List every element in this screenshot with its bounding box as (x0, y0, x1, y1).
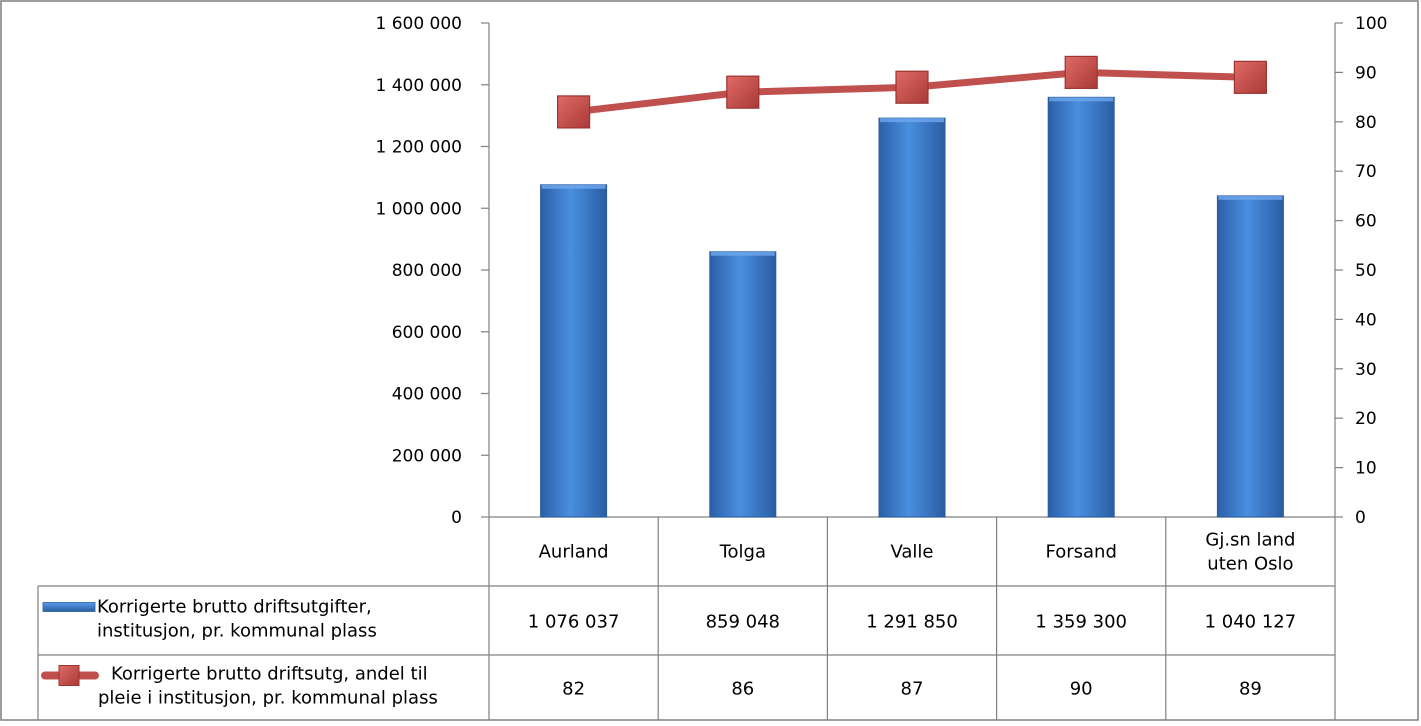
legend-label: institusjon, pr. kommunal plass (97, 621, 377, 642)
bar-series (540, 96, 1284, 518)
bar (878, 117, 946, 518)
bar (709, 251, 777, 518)
data-table-cell: 1 359 300 (1035, 612, 1127, 633)
right-axis-tick-label: 80 (1355, 113, 1377, 133)
left-axis-tick-label: 1 600 000 (375, 14, 462, 34)
legend-label: Korrigerte brutto driftsutg, andel til (111, 664, 428, 685)
category-label: Gj.sn land (1205, 530, 1295, 551)
data-table-cell: 859 048 (706, 612, 780, 633)
data-table-cell: 89 (1239, 679, 1262, 700)
left-axis-tick-label: 1 000 000 (375, 199, 462, 219)
category-label: uten Oslo (1207, 554, 1293, 575)
axes: 0 200 000 400 000 600 000 800 000 1 000 000 1 … (375, 14, 1387, 528)
legend-label: pleie i institusjon, pr. kommunal plass (98, 688, 438, 709)
right-axis-tick-label: 50 (1355, 261, 1377, 281)
right-axis-tick-label: 10 (1355, 459, 1377, 479)
left-axis-tick-label: 600 000 (392, 323, 462, 343)
right-axis-tick-label: 0 (1355, 508, 1366, 528)
legend-key-bar (42, 602, 96, 612)
category-label: Aurland (539, 542, 609, 563)
bar-top-highlight (541, 184, 606, 189)
category-label: Forsand (1046, 542, 1117, 563)
bar-top-highlight (1218, 195, 1283, 200)
bar-top-highlight (880, 118, 944, 123)
data-table-cell: 82 (562, 679, 585, 700)
line-marker (1233, 60, 1268, 94)
left-axis-tick-label: 200 000 (392, 446, 462, 466)
bar (540, 184, 608, 518)
right-axis-tick-label: 60 (1355, 212, 1377, 232)
line-marker (895, 70, 929, 104)
right-axis-tick-label: 100 (1355, 14, 1387, 34)
data-table-cell: 86 (731, 679, 754, 700)
right-axis-tick-label: 20 (1355, 409, 1377, 429)
left-axis-tick-label: 1 200 000 (375, 138, 462, 158)
data-table-cell: 1 291 850 (866, 612, 958, 633)
line-marker (726, 75, 760, 109)
data-table-cell: 90 (1070, 679, 1093, 700)
category-label: Tolga (719, 542, 766, 563)
data-table-cell: 1 076 037 (528, 612, 620, 633)
left-axis-tick-label: 400 000 (392, 385, 462, 405)
right-axis-tick-label: 90 (1355, 63, 1377, 83)
legend-label: Korrigerte brutto driftsutgifter, (97, 597, 372, 618)
bar-top-highlight (710, 251, 775, 256)
line-marker (1064, 55, 1098, 90)
line-marker (556, 95, 591, 129)
category-label: Valle (890, 542, 933, 563)
bar (1216, 195, 1284, 518)
right-axis-tick-label: 40 (1355, 310, 1377, 330)
data-table: Aurland Tolga Valle Forsand Gj.sn land uten O… (37, 516, 1336, 720)
line-series (556, 55, 1268, 129)
left-axis-tick-label: 0 (451, 508, 462, 528)
data-table-cell: 87 (901, 679, 924, 700)
bar (1047, 96, 1115, 518)
left-axis-tick-label: 800 000 (392, 261, 462, 281)
left-axis-tick-label: 1 400 000 (375, 76, 462, 96)
bar-top-highlight (1049, 97, 1114, 102)
right-axis-tick-label: 30 (1355, 360, 1377, 380)
data-table-cell: 1 040 127 (1205, 612, 1297, 633)
right-axis-tick-label: 70 (1355, 162, 1377, 182)
legend-key-marker (58, 665, 80, 686)
